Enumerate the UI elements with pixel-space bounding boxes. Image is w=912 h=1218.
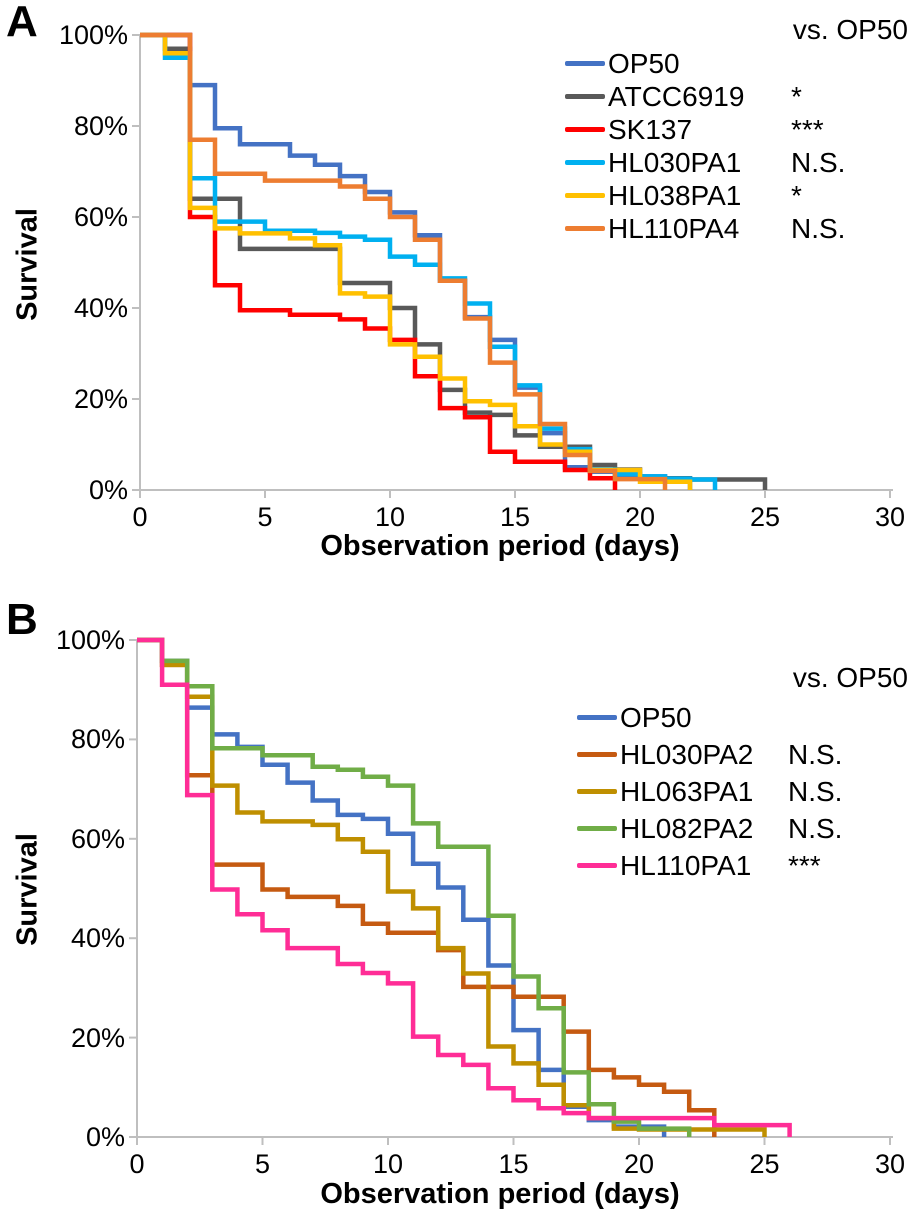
y-tick-label: 0%: [88, 475, 128, 505]
panel-b-comparison-header: vs. OP50: [792, 662, 908, 693]
legend-label: HL030PA2: [620, 738, 754, 770]
x-tick-label: 10: [372, 1149, 404, 1179]
y-tick-label: 80%: [73, 111, 128, 141]
survival-curve-HL110PA4: [140, 32, 668, 490]
x-tick-label: 15: [498, 1149, 529, 1179]
x-tick-label: 25: [749, 1149, 780, 1179]
legend-significance: *: [791, 179, 802, 211]
panel-a-tick-marks: [132, 34, 891, 498]
legend-color-line: [565, 94, 605, 99]
legend-significance: ***: [788, 849, 821, 881]
legend-label: OP50: [608, 47, 680, 79]
x-tick-label: 20: [624, 502, 656, 532]
panel-a-survival-curves: [140, 32, 768, 490]
legend-item-OP50: OP50: [565, 47, 845, 80]
legend-item-HL038PA1: HL038PA1 *: [565, 179, 845, 212]
panel-a-x-axis-title: Observation period (days): [320, 530, 680, 562]
survival-curve-HL063PA1: [137, 637, 767, 1137]
legend-item-HL110PA1: HL110PA1 ***: [577, 847, 842, 884]
panel-a-y-axis-title: Survival: [11, 208, 44, 321]
y-tick-label: 100%: [55, 625, 125, 655]
panel-a-legend: OP50 ATCC6919 * SK137 *** HL030PA1 N.S. HL038PA…: [565, 47, 845, 245]
legend-item-HL082PA2: HL082PA2 N.S.: [577, 810, 842, 847]
legend-color-line: [565, 160, 605, 165]
legend-color-line: [577, 826, 617, 831]
legend-significance: ***: [791, 113, 824, 145]
legend-color-line: [565, 61, 605, 66]
x-tick-label: 20: [623, 1149, 655, 1179]
legend-item-ATCC6919: ATCC6919 *: [565, 80, 845, 113]
x-tick-label: 25: [749, 502, 781, 532]
legend-significance: N.S.: [791, 146, 846, 178]
panel-a-letter: A: [6, 0, 38, 46]
legend-label: HL110PA1: [620, 849, 752, 881]
legend-item-HL110PA4: HL110PA4 N.S.: [565, 212, 845, 245]
legend-significance: N.S.: [788, 775, 843, 807]
x-tick-label: 0: [129, 1149, 145, 1179]
legend-item-HL030PA1: HL030PA1 N.S.: [565, 146, 845, 179]
x-tick-label: 10: [374, 502, 406, 532]
x-tick-label: 15: [499, 502, 531, 532]
legend-label: HL110PA4: [608, 212, 740, 244]
legend-color-line: [577, 752, 617, 757]
legend-label: HL038PA1: [608, 179, 742, 211]
legend-significance: N.S.: [788, 738, 843, 770]
panel-a-comparison-header: vs. OP50: [792, 14, 908, 45]
legend-color-line: [565, 193, 605, 198]
legend-color-line: [577, 789, 617, 794]
x-tick-label: 0: [132, 502, 148, 532]
legend-color-line: [577, 863, 617, 868]
y-tick-label: 20%: [73, 384, 128, 414]
y-tick-label: 60%: [73, 202, 128, 232]
y-tick-label: 40%: [70, 923, 125, 954]
y-tick-label: 80%: [70, 724, 125, 755]
y-tick-label: 20%: [70, 1022, 125, 1053]
y-tick-label: 100%: [58, 20, 128, 50]
panel-b-x-axis-title: Observation period (days): [320, 1178, 680, 1210]
panel-b-y-axis-title: Survival: [11, 833, 44, 946]
y-tick-label: 40%: [73, 293, 128, 323]
legend-significance: N.S.: [791, 212, 846, 244]
y-tick-label: 60%: [70, 823, 125, 854]
legend-label: ATCC6919: [608, 80, 745, 112]
legend-color-line: [565, 226, 605, 231]
x-tick-label: 30: [874, 502, 906, 532]
panel-b-survival-curves: [137, 637, 792, 1137]
legend-item-HL030PA2: HL030PA2 N.S.: [577, 736, 842, 773]
survival-curve-HL110PA1: [137, 637, 792, 1137]
legend-label: HL063PA1: [620, 775, 754, 807]
legend-label: HL082PA2: [620, 812, 754, 844]
panel-b-tick-marks: [129, 639, 891, 1145]
legend-color-line: [577, 715, 617, 720]
y-tick-label: 0%: [85, 1122, 125, 1152]
panel-b-letter: B: [6, 595, 38, 644]
legend-significance: *: [791, 80, 802, 112]
panel-b-legend: OP50 HL030PA2 N.S. HL063PA1 N.S. HL082PA2 N.S.…: [577, 699, 842, 884]
survival-curve-HL082PA2: [137, 637, 692, 1137]
x-tick-label: 5: [254, 1149, 271, 1179]
legend-color-line: [565, 127, 605, 132]
legend-label: HL030PA1: [608, 146, 742, 178]
legend-significance: N.S.: [788, 812, 843, 844]
x-tick-label: 5: [257, 502, 273, 532]
x-tick-label: 30: [874, 1149, 906, 1179]
legend-item-SK137: SK137 ***: [565, 113, 845, 146]
legend-item-OP50: OP50: [577, 699, 842, 736]
legend-item-HL063PA1: HL063PA1 N.S.: [577, 773, 842, 810]
legend-label: OP50: [620, 701, 692, 733]
legend-label: SK137: [608, 113, 693, 145]
